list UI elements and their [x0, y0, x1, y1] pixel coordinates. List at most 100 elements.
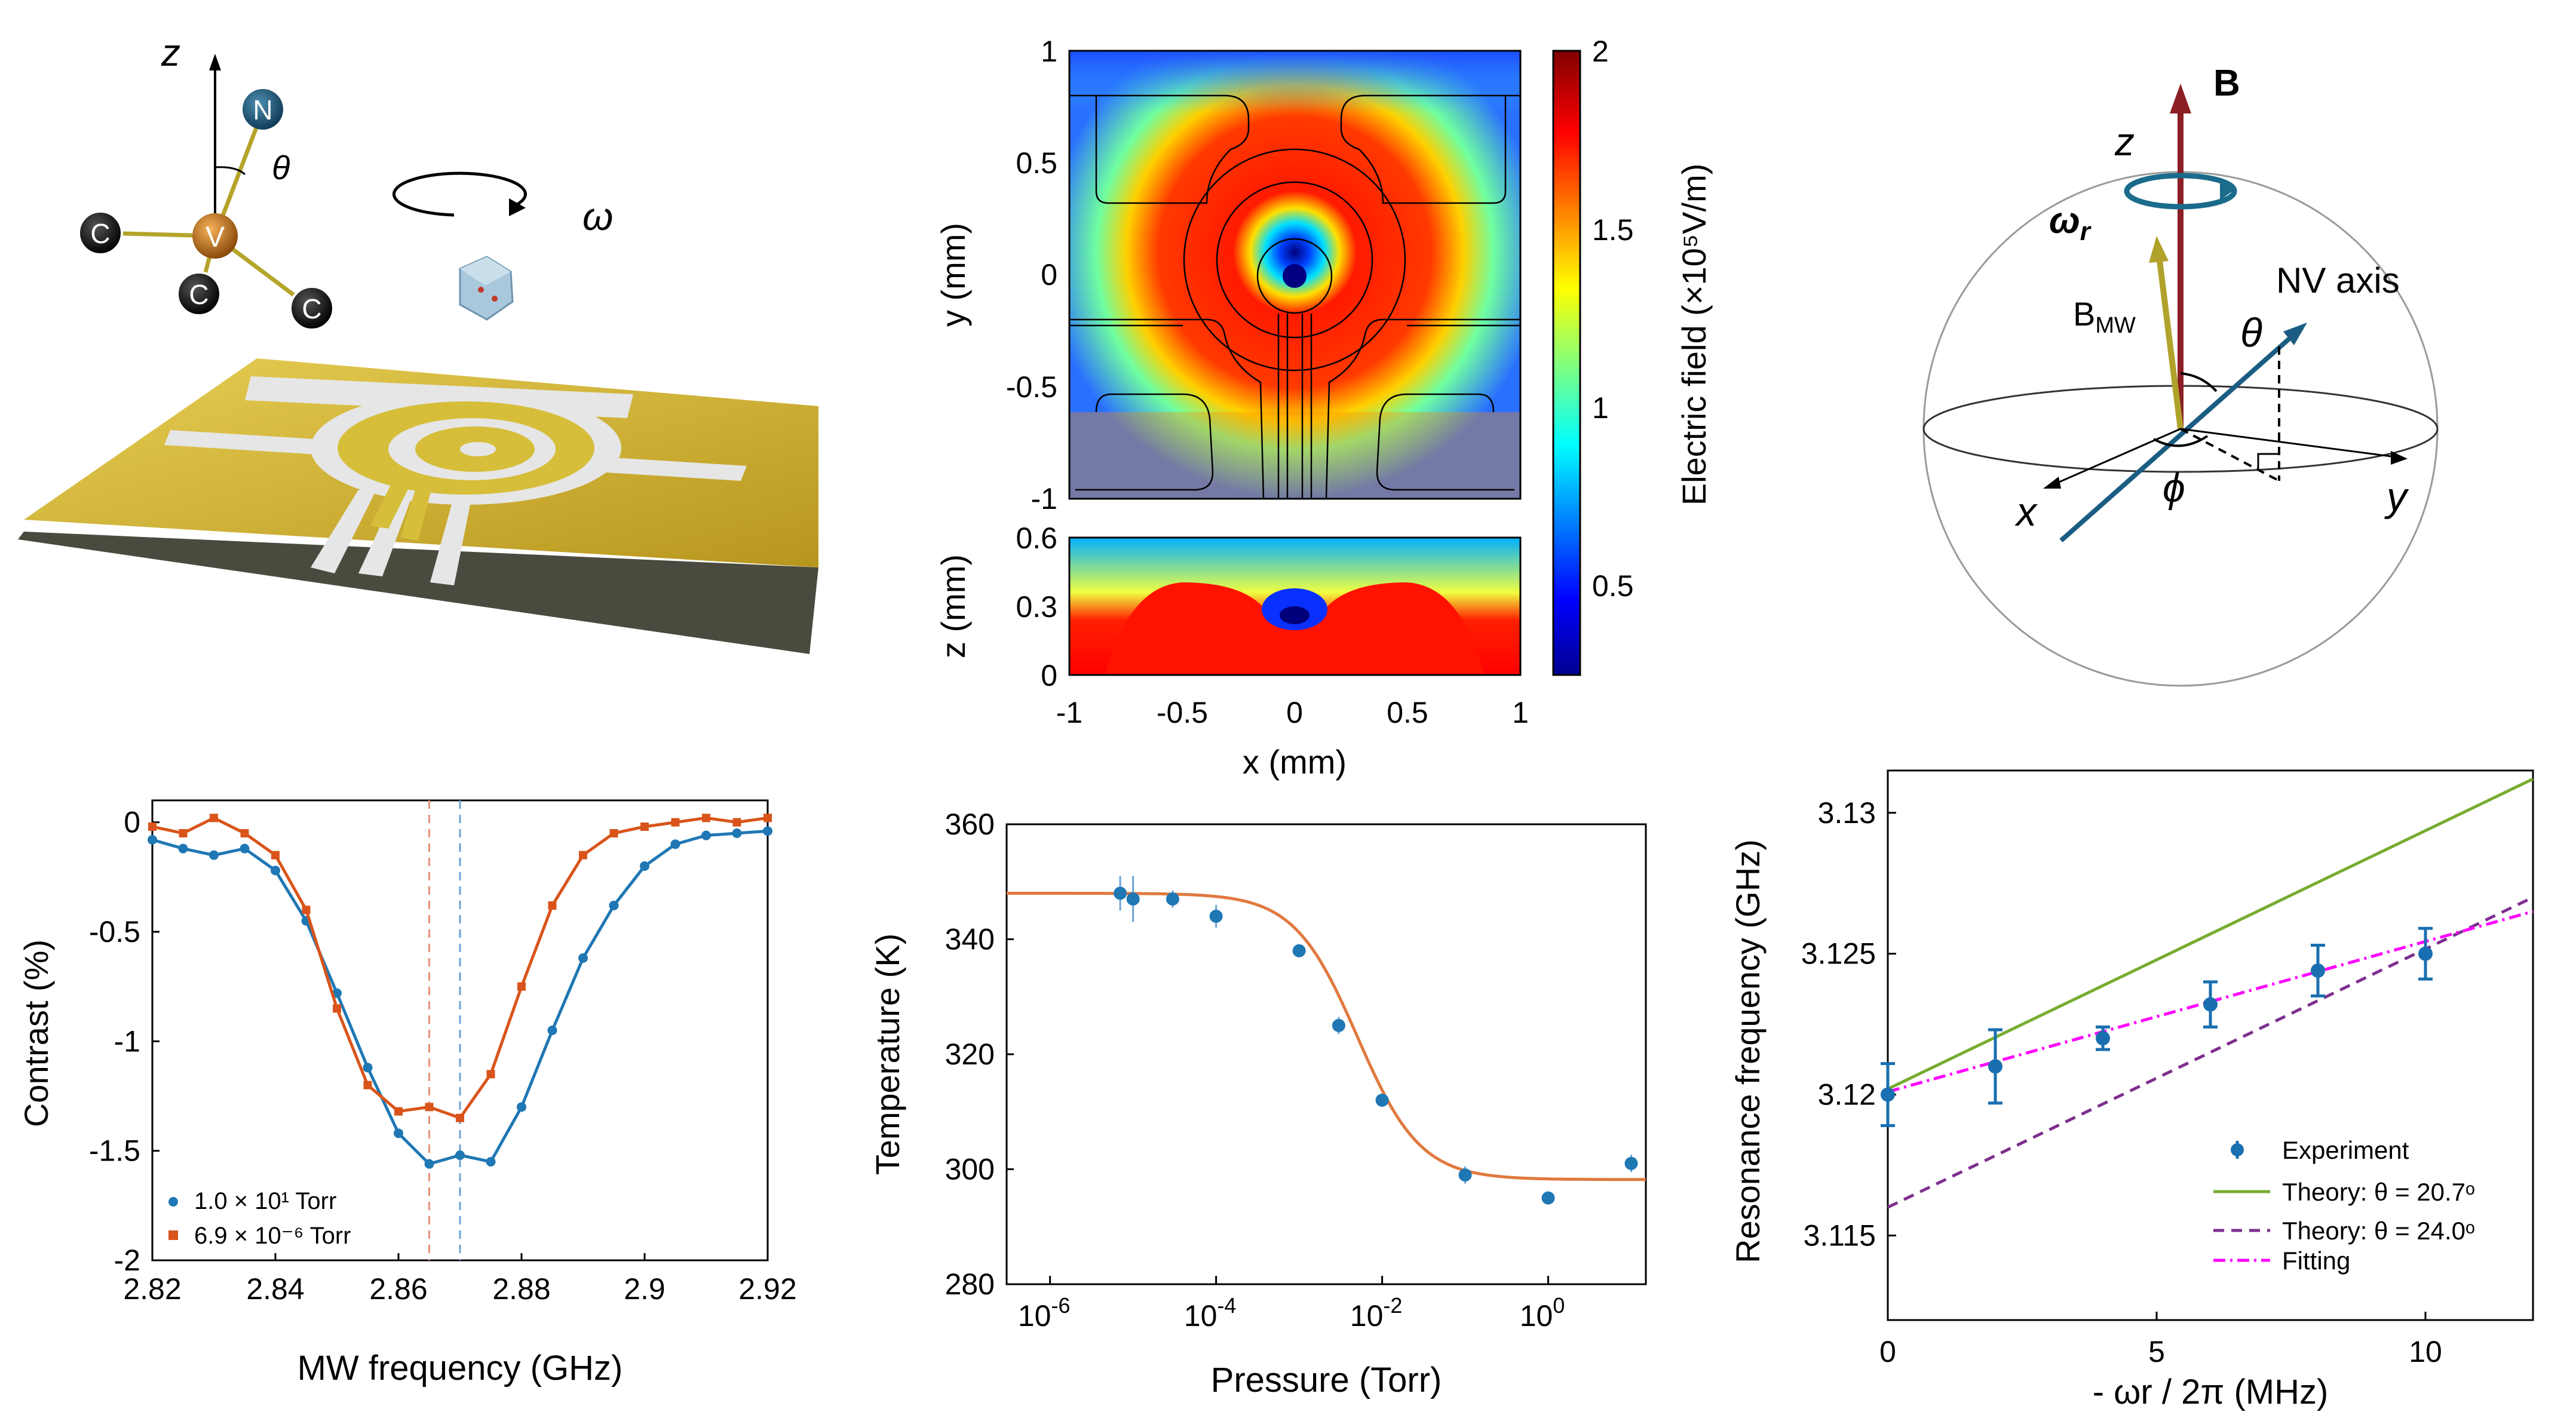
- data-point-orange: [148, 822, 157, 831]
- xtick: -0.5: [1157, 696, 1208, 729]
- carbon-label-3: C: [302, 293, 321, 324]
- omega-label: ω: [582, 194, 613, 238]
- y-axis-label: y (mm): [934, 223, 972, 327]
- panel-temperature-chart: 360 340 320 300 280 10-6 10-4 10-2 100 Temperatu…: [848, 776, 1697, 1415]
- xtick: 1: [1512, 696, 1529, 729]
- data-point-orange: [671, 818, 680, 827]
- data-point-orange: [456, 1114, 464, 1122]
- ytick-top: 0.5: [1016, 146, 1057, 180]
- data-point-orange: [763, 814, 772, 822]
- xtick-label: 10-2: [1350, 1293, 1403, 1333]
- colorbar-tick: 0.5: [1592, 569, 1634, 603]
- data-point-blue: [517, 1102, 526, 1112]
- b-label: B: [2213, 63, 2240, 104]
- data-point-orange: [579, 851, 587, 860]
- ytick-label: 360: [945, 808, 995, 841]
- ytick-bottom: 0: [1041, 659, 1057, 692]
- ytick-top: 0: [1041, 258, 1057, 291]
- temperature-xlabel: Pressure (Torr): [1211, 1361, 1442, 1399]
- temperature-data-point: [1210, 910, 1223, 923]
- legend-entry-2: 6.9 × 10⁻⁶ Torr: [194, 1223, 351, 1249]
- contrast-chart-svg: 2.82 2.84 2.86 2.88 2.9 2.92 0 -0.5 -1 -1.5 -2 Con…: [0, 776, 824, 1415]
- ytick-bottom: 0.6: [1016, 521, 1057, 555]
- temperature-data-point: [1332, 1019, 1345, 1032]
- nv-schematic-svg: z θ N V C C C ω: [0, 0, 848, 717]
- experiment-data-point: [2203, 997, 2218, 1012]
- data-point-blue: [763, 826, 772, 836]
- experiment-data-point: [2418, 947, 2433, 961]
- experiment-data-point: [1881, 1088, 1895, 1102]
- contrast-ylabel: Contrast (%): [17, 940, 55, 1127]
- ytick-label: 3.115: [1804, 1219, 1876, 1252]
- xtick-label: 0: [1879, 1335, 1896, 1368]
- data-point-blue: [209, 851, 219, 860]
- data-point-orange: [733, 818, 741, 827]
- sphere-z-label: z: [2114, 119, 2135, 164]
- temperature-data-point: [1127, 892, 1140, 906]
- rotation-arrow-icon: [394, 173, 525, 215]
- data-point-orange: [487, 1070, 495, 1078]
- temperature-chart-svg: 36034032030028010-6 10-4 10-2 100 Temperatu…: [848, 776, 1697, 1415]
- field-map-svg: 1 0.5 0 -0.5 -1 y (mm) 0.6 0.3 0 z (mm) …: [872, 0, 1750, 788]
- ytick-top: -1: [1031, 482, 1057, 515]
- xtick-label: 5: [2148, 1335, 2165, 1368]
- legend-marker-blue: [168, 1197, 178, 1207]
- xtick-label: 2.82: [123, 1272, 181, 1306]
- xtick-label: 2.88: [492, 1272, 550, 1306]
- data-point-blue: [394, 1128, 403, 1138]
- data-point-orange: [364, 1081, 372, 1089]
- data-point-orange: [548, 901, 557, 910]
- nitrogen-label: N: [253, 94, 272, 125]
- data-point-orange: [333, 1004, 341, 1012]
- xtick: 0.5: [1387, 696, 1428, 729]
- ytick-label: -0.5: [89, 915, 140, 949]
- data-point-orange: [640, 822, 649, 831]
- vacancy-label: V: [206, 222, 225, 253]
- ytick-label: 3.125: [1801, 937, 1876, 971]
- data-point-blue: [578, 953, 588, 963]
- colorbar-label: Electric field (×10⁵V/m): [1675, 164, 1713, 506]
- panel-sphere: B z ωr BMW NV axis θ ϕ x y: [1882, 0, 2576, 717]
- data-point-blue: [455, 1150, 465, 1160]
- data-point-blue: [148, 835, 157, 845]
- ytick-label: -2: [114, 1244, 140, 1277]
- diamond-crystal-icon: [460, 257, 513, 320]
- resonance-chart-svg: 0 5 10 3.13 3.125 3.12 3.115 Resonance frequen…: [1703, 747, 2576, 1415]
- ytick-label: 0: [124, 806, 140, 839]
- bmw-label: BMW: [2073, 295, 2136, 338]
- carbon-label-2: C: [189, 279, 208, 310]
- experiment-data-point: [2096, 1031, 2110, 1045]
- temperature-data-point: [1376, 1094, 1389, 1107]
- resonance-xlabel: - ωr / 2π (MHz): [2093, 1373, 2329, 1411]
- temperature-data-point: [1293, 944, 1306, 957]
- sphere-y-label: y: [2384, 474, 2409, 520]
- ytick-label: 300: [945, 1153, 995, 1186]
- experiment-data-point: [2311, 963, 2325, 978]
- phi-label: ϕ: [2163, 465, 2185, 511]
- temperature-data-point: [1459, 1168, 1472, 1181]
- colorbar: [1553, 51, 1580, 675]
- z-axis-label: z (mm): [934, 554, 972, 658]
- sphere-theta-label: θ: [2240, 310, 2262, 355]
- ytick-label: 280: [945, 1267, 995, 1301]
- legend-theory-2: Theory: θ = 24.0ᵒ: [2282, 1217, 2475, 1245]
- sphere-svg: B z ωr BMW NV axis θ ϕ x y: [1882, 0, 2576, 717]
- data-point-blue: [425, 1159, 434, 1169]
- legend-experiment: Experiment: [2282, 1136, 2409, 1164]
- legend-marker-orange: [168, 1230, 178, 1240]
- experiment-data-point: [1988, 1059, 2002, 1073]
- legend-entry-1: 1.0 × 10¹ Torr: [194, 1188, 336, 1214]
- axis-z-label: z: [161, 31, 180, 74]
- data-point-orange: [610, 829, 618, 837]
- panel-nv-schematic: z θ N V C C C ω: [0, 0, 848, 717]
- data-point-orange: [241, 829, 249, 837]
- nv-axis-label: NV axis: [2276, 260, 2400, 300]
- ytick-label: 3.13: [1818, 796, 1876, 830]
- ytick-top: 1: [1041, 35, 1057, 68]
- legend-fitting: Fitting: [2282, 1247, 2350, 1275]
- xtick-label: 2.9: [624, 1272, 666, 1306]
- xtick-label: 10-4: [1184, 1293, 1237, 1333]
- legend-theory-1: Theory: θ = 20.7ᵒ: [2282, 1178, 2475, 1206]
- panel-field-map: 1 0.5 0 -0.5 -1 y (mm) 0.6 0.3 0 z (mm) …: [872, 0, 1750, 788]
- data-point-blue: [271, 865, 280, 875]
